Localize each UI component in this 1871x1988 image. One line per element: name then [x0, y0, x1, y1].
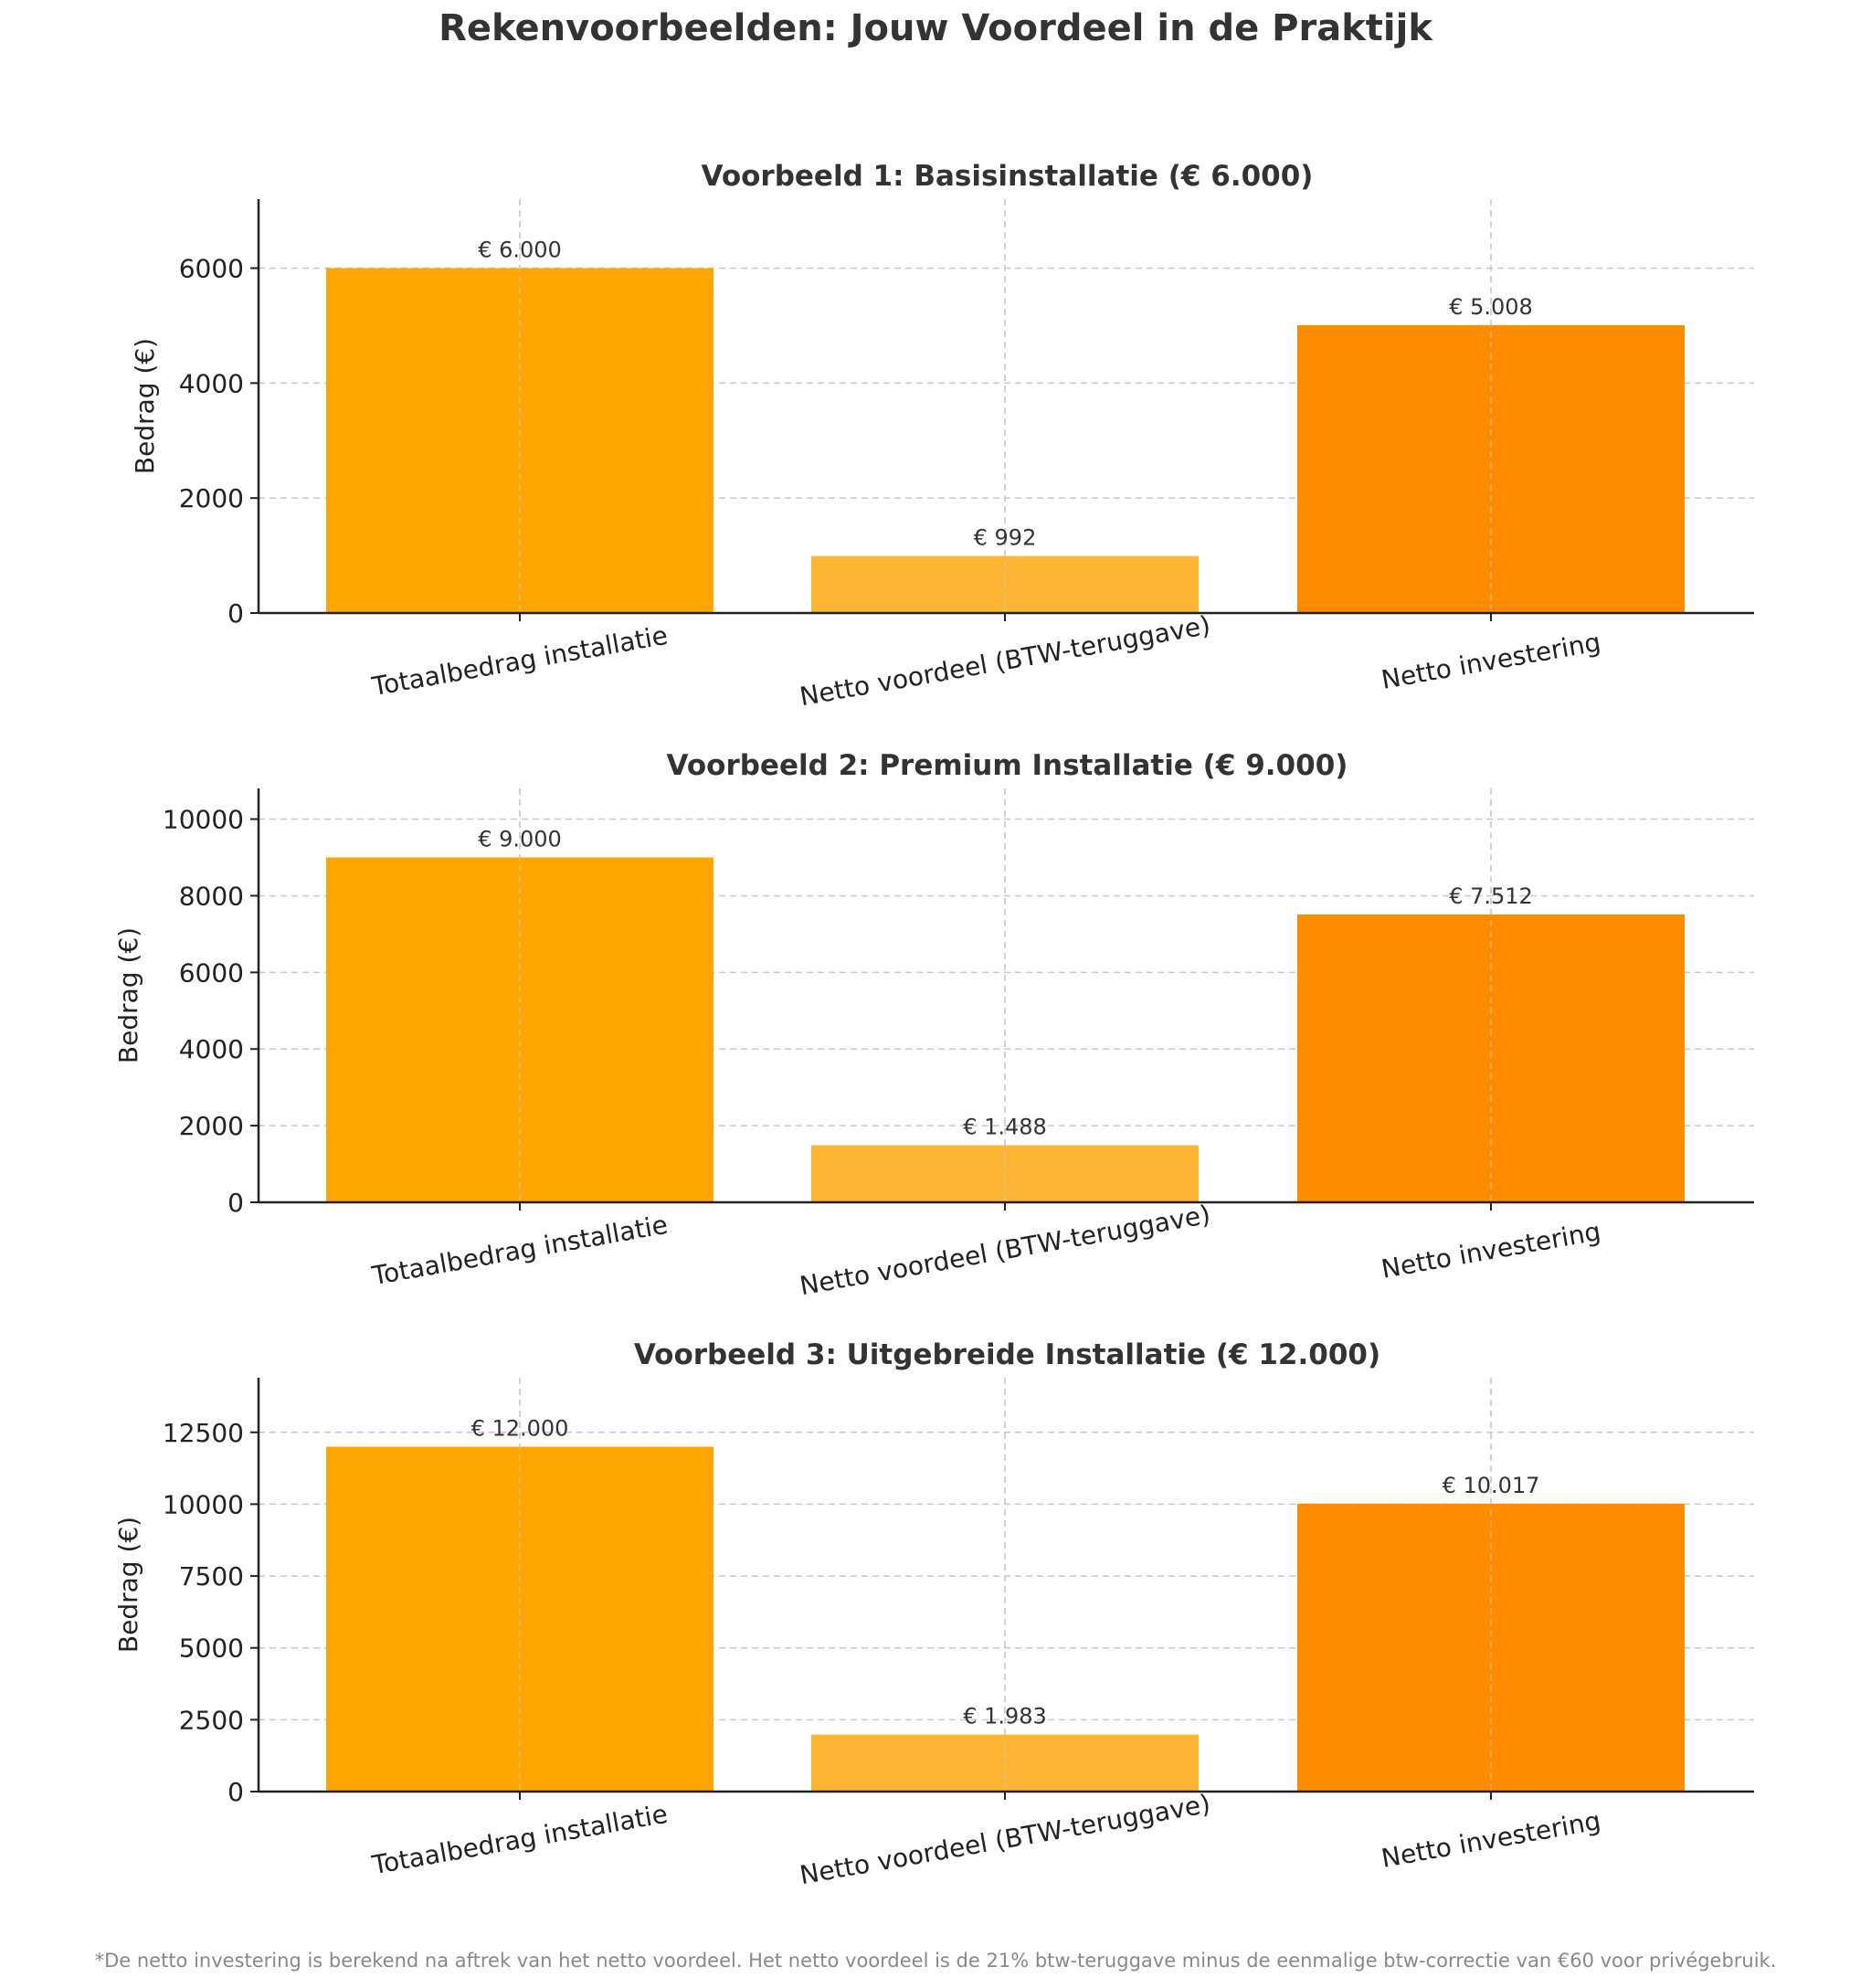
subplot-title: Voorbeeld 3: Uitgebreide Installatie (€ …: [634, 1338, 1380, 1371]
xtick-label: Netto voordeel (BTW-teruggave): [798, 610, 1213, 713]
data-label: € 992: [974, 525, 1037, 551]
subplot-title: Voorbeeld 1: Basisinstallatie (€ 6.000): [702, 160, 1314, 193]
xtick-label: Totaalbedrag installatie: [369, 1210, 670, 1292]
ytick-label: 2500: [179, 1705, 244, 1735]
xtick-label: Netto investering: [1379, 1216, 1603, 1285]
footnote: *De netto investering is berekend na aft…: [94, 1950, 1777, 1972]
subplot-title: Voorbeeld 2: Premium Installatie (€ 9.00…: [667, 749, 1348, 782]
data-label: € 1.488: [963, 1115, 1047, 1140]
subplot-2: 0 2000 4000 6000 8000 10000 € 9.000 € 1.488 € 7.…: [113, 749, 1754, 1301]
ytick-label: 2000: [179, 483, 244, 513]
xtick-label: Netto voordeel (BTW-teruggave): [798, 1789, 1213, 1891]
data-label: € 12.000: [471, 1416, 569, 1442]
ytick-label: 8000: [179, 881, 244, 911]
data-label: € 7.512: [1449, 883, 1533, 909]
data-label: € 10.017: [1443, 1473, 1540, 1498]
xtick-label: Netto investering: [1379, 627, 1603, 695]
xtick-label: Netto voordeel (BTW-teruggave): [798, 1200, 1213, 1302]
ytick-label: 10000: [163, 805, 244, 835]
ytick-label: 10000: [163, 1489, 244, 1519]
ytick-label: 6000: [179, 957, 244, 988]
ytick-label: 4000: [179, 368, 244, 398]
ytick-label: 0: [227, 598, 244, 629]
ytick-label: 5000: [179, 1634, 244, 1664]
y-axis-label: Bedrag (€): [130, 338, 160, 474]
y-axis-label: Bedrag (€): [113, 927, 143, 1063]
xtick-label: Totaalbedrag installatie: [369, 1799, 670, 1881]
data-label: € 1.983: [963, 1704, 1047, 1729]
data-label: € 6.000: [478, 238, 562, 263]
ytick-label: 0: [227, 1188, 244, 1218]
ytick-label: 2000: [179, 1111, 244, 1141]
subplot-1: 0 2000 4000 6000 € 6.000 € 992 € 5.008 Totaalbe…: [130, 160, 1754, 712]
data-label: € 9.000: [478, 827, 562, 852]
ytick-label: 12500: [163, 1418, 244, 1448]
xtick-label: Netto investering: [1379, 1805, 1603, 1874]
data-label: € 5.008: [1449, 294, 1533, 320]
ytick-label: 7500: [179, 1561, 244, 1591]
ytick-label: 0: [227, 1777, 244, 1807]
subplot-3: 0 2500 5000 7500 10000 12500 € 12.000 € 1.983 € …: [113, 1338, 1754, 1890]
y-axis-label: Bedrag (€): [113, 1517, 143, 1653]
page-title: Rekenvoorbeelden: Jouw Voordeel in de Pr…: [439, 7, 1432, 49]
xtick-label: Totaalbedrag installatie: [369, 620, 670, 703]
ytick-label: 6000: [179, 254, 244, 284]
ytick-label: 4000: [179, 1034, 244, 1064]
